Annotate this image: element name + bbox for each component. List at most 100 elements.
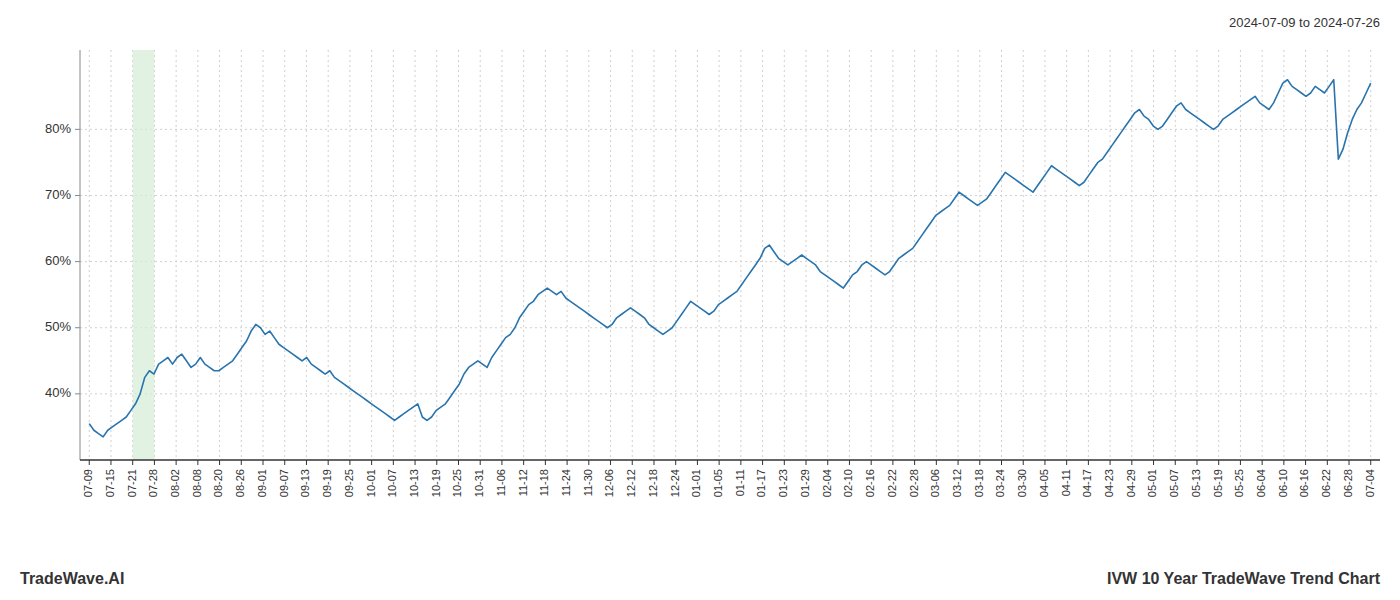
x-tick [436, 460, 437, 465]
x-tick-label: 11-06 [495, 469, 507, 496]
x-tick-label: 01-29 [799, 469, 811, 497]
x-grid-line [480, 50, 481, 460]
x-grid-line [1131, 50, 1132, 460]
x-grid-line [1218, 50, 1219, 460]
y-tick-label: 50% [45, 319, 71, 334]
x-grid-line [263, 50, 264, 460]
x-tick-label: 04-17 [1081, 469, 1093, 497]
x-tick [1196, 460, 1197, 465]
x-tick-label: 09-25 [343, 469, 355, 497]
x-tick-label: 09-01 [256, 469, 268, 497]
x-tick-label: 05-19 [1212, 469, 1224, 497]
y-tick [75, 327, 80, 328]
x-tick [1283, 460, 1284, 465]
x-tick [936, 460, 937, 465]
x-grid-line [653, 50, 654, 460]
x-tick [1349, 460, 1350, 465]
x-grid-line [393, 50, 394, 460]
x-tick [1001, 460, 1002, 465]
x-tick [567, 460, 568, 465]
x-grid-line [328, 50, 329, 460]
x-tick-label: 06-22 [1320, 469, 1332, 497]
x-tick [675, 460, 676, 465]
x-grid-line [1196, 50, 1197, 460]
x-tick [132, 460, 133, 465]
x-tick [371, 460, 372, 465]
x-tick [914, 460, 915, 465]
x-tick [501, 460, 502, 465]
x-tick [415, 460, 416, 465]
x-grid-line [892, 50, 893, 460]
x-tick-label: 12-24 [669, 469, 681, 497]
x-grid-line [436, 50, 437, 460]
x-grid-line [806, 50, 807, 460]
y-grid-line [80, 129, 1380, 130]
x-tick [1262, 460, 1263, 465]
y-tick-label: 70% [45, 187, 71, 202]
x-tick-label: 06-16 [1298, 469, 1310, 497]
x-axis-line [80, 459, 1380, 461]
x-tick [849, 460, 850, 465]
x-tick-label: 02-28 [908, 469, 920, 497]
x-tick-label: 01-23 [777, 469, 789, 497]
x-tick [632, 460, 633, 465]
x-tick-label: 12-12 [625, 469, 637, 497]
x-tick-label: 02-16 [864, 469, 876, 497]
x-tick [328, 460, 329, 465]
x-tick [1305, 460, 1306, 465]
x-tick-label: 03-30 [1016, 469, 1028, 497]
x-tick [1110, 460, 1111, 465]
x-tick [806, 460, 807, 465]
x-grid-line [588, 50, 589, 460]
x-tick [1131, 460, 1132, 465]
x-tick-label: 05-01 [1146, 469, 1158, 497]
x-tick [480, 460, 481, 465]
x-tick-label: 09-13 [299, 469, 311, 497]
x-tick-label: 07-09 [82, 469, 94, 497]
x-tick [263, 460, 264, 465]
subtitle: 2024-07-09 to 2024-07-26 [1229, 15, 1380, 30]
x-grid-line [1023, 50, 1024, 460]
x-tick-label: 11-12 [517, 469, 529, 496]
x-grid-line [1349, 50, 1350, 460]
x-tick-label: 10-07 [386, 469, 398, 497]
axes: 40%50%60%70%80%07-0907-1507-2107-2808-02… [45, 50, 1380, 497]
x-tick-label: 09-19 [321, 469, 333, 497]
x-tick [740, 460, 741, 465]
x-tick-label: 09-07 [278, 469, 290, 497]
x-tick-label: 12-06 [603, 469, 615, 497]
x-tick-label: 10-25 [451, 469, 463, 497]
page: {"chart_data": { "type": "line", "title"… [0, 0, 1400, 600]
x-tick-label: 03-06 [929, 469, 941, 497]
x-grid-line [501, 50, 502, 460]
x-tick-label: 02-10 [842, 469, 854, 497]
x-grid-line [740, 50, 741, 460]
x-tick [610, 460, 611, 465]
x-tick-label: 03-12 [951, 469, 963, 497]
x-tick [393, 460, 394, 465]
x-grid-line [371, 50, 372, 460]
x-tick [958, 460, 959, 465]
x-grid-line [1066, 50, 1067, 460]
x-tick-label: 02-04 [821, 469, 833, 497]
x-tick-label: 01-17 [755, 469, 767, 497]
x-tick [1370, 460, 1371, 465]
x-tick [784, 460, 785, 465]
x-tick-label: 11-18 [538, 469, 550, 496]
grid [80, 50, 1380, 460]
x-grid-line [784, 50, 785, 460]
y-tick [75, 129, 80, 130]
x-grid-line [871, 50, 872, 460]
x-tick [892, 460, 893, 465]
x-tick [1327, 460, 1328, 465]
x-tick [697, 460, 698, 465]
y-tick [75, 393, 80, 394]
x-tick-label: 08-26 [234, 469, 246, 497]
x-grid-line [914, 50, 915, 460]
x-tick [1044, 460, 1045, 465]
y-grid-line [80, 195, 1380, 196]
x-tick [1153, 460, 1154, 465]
x-tick-label: 11-30 [582, 469, 594, 496]
x-tick-label: 04-23 [1103, 469, 1115, 497]
x-grid-line [89, 50, 90, 460]
